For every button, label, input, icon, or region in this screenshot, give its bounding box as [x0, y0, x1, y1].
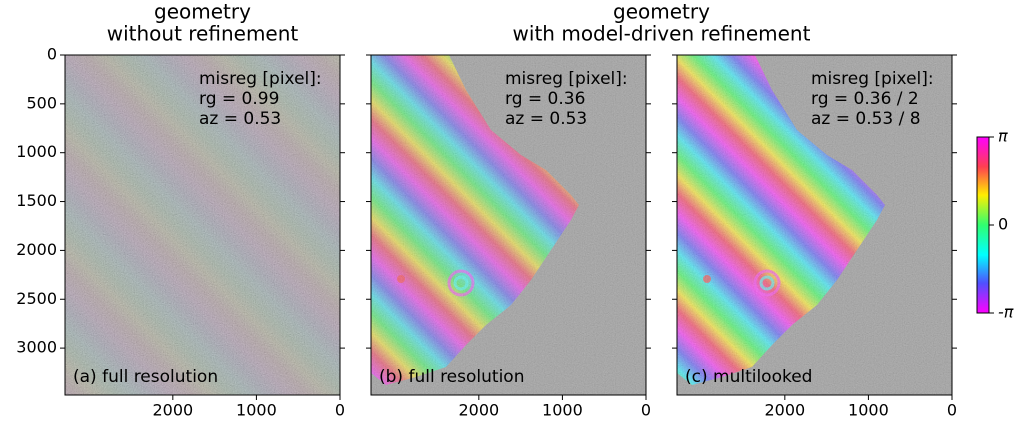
x-tick-label: 0 — [335, 401, 345, 420]
frame — [370, 54, 647, 396]
x-tick-label: 2000 — [152, 401, 193, 420]
x-tick-label: 2000 — [458, 401, 499, 420]
y-tick-label: 1500 — [16, 191, 57, 210]
y-tick-label: 2000 — [16, 240, 57, 259]
x-tick-label: 0 — [947, 401, 957, 420]
panel-label: (c) multilooked — [685, 367, 812, 387]
annotation: az = 0.53 / 8 — [811, 109, 921, 129]
title: geometry — [154, 0, 251, 24]
title: without refinement — [107, 22, 299, 46]
frame — [64, 54, 341, 396]
panel-label: (b) full resolution — [379, 367, 524, 387]
y-tick-label: 3000 — [16, 338, 57, 357]
colorbar — [976, 136, 990, 314]
x-tick-label: 1000 — [848, 401, 889, 420]
annotation: rg = 0.36 — [505, 89, 585, 109]
panel-label: (a) full resolution — [73, 367, 218, 387]
title: geometry — [613, 0, 710, 24]
annotation: az = 0.53 — [199, 109, 281, 129]
frame — [676, 54, 953, 396]
interferogram — [65, 55, 340, 395]
title: with model-driven refinement — [513, 22, 811, 46]
annotation: misreg [pixel]: — [505, 69, 628, 89]
colorbar-tick-label: -π — [998, 303, 1014, 322]
x-tick-label: 2000 — [764, 401, 805, 420]
annotation: rg = 0.99 — [199, 89, 279, 109]
noise — [677, 55, 952, 395]
noise — [65, 55, 340, 395]
x-tick-label: 1000 — [236, 401, 277, 420]
annotation: rg = 0.36 / 2 — [811, 89, 919, 109]
y-tick-label: 0 — [47, 45, 57, 64]
colorbar-tick-label: π — [998, 127, 1008, 146]
annotation: misreg [pixel]: — [811, 69, 934, 89]
annotation: az = 0.53 — [505, 109, 587, 129]
y-tick-label: 500 — [26, 93, 57, 112]
y-tick-label: 2500 — [16, 289, 57, 308]
panel: 2000 1000 0 misreg [pixel]:rg = 0.36 / 2az … — [672, 54, 957, 420]
x-tick-label: 1000 — [542, 401, 583, 420]
interferogram — [677, 55, 952, 395]
panel: 0 500 1000 1500 2000 2500 3000 2000 1000 0 misreg … — [16, 45, 345, 420]
colorbar-tick-label: 0 — [998, 215, 1008, 234]
x-tick-label: 0 — [641, 401, 651, 420]
y-tick-label: 1000 — [16, 142, 57, 161]
interferogram — [371, 55, 646, 395]
annotation: misreg [pixel]: — [199, 69, 322, 89]
noise — [371, 55, 646, 395]
